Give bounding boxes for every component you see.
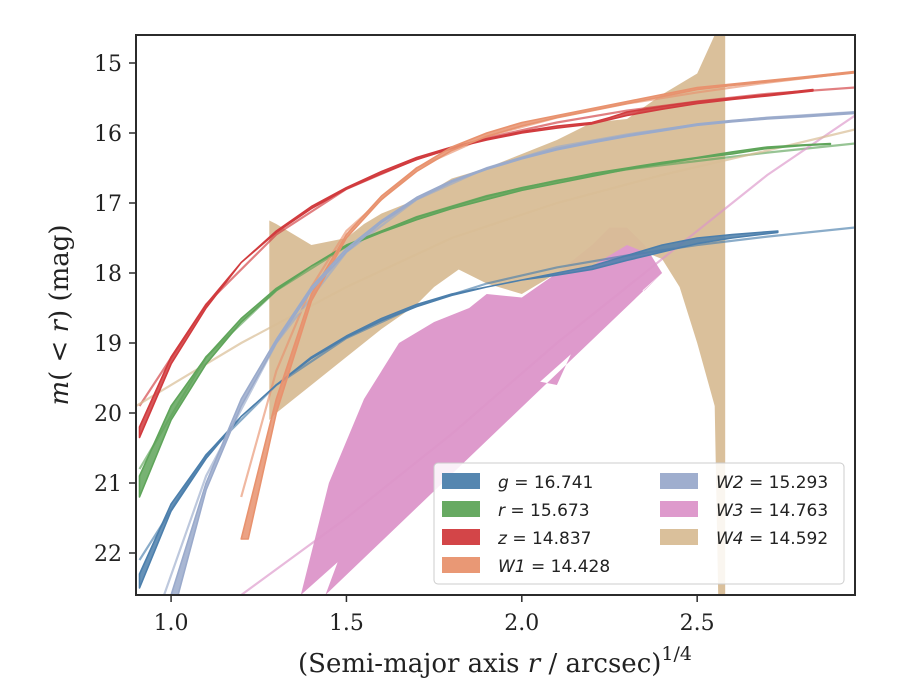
series-w2-band <box>170 111 855 595</box>
x-tick-label: 2.0 <box>504 611 539 636</box>
legend-swatch-z <box>442 529 480 545</box>
y-tick-label: 15 <box>94 52 122 77</box>
y-tick-label: 21 <box>94 472 122 497</box>
series-w4-model-line <box>136 128 855 407</box>
y-tick-label: 22 <box>94 542 122 567</box>
plot-area <box>136 35 855 595</box>
legend-swatch-w3 <box>660 501 698 517</box>
legend-swatch-w4 <box>660 529 698 545</box>
series-w3-band <box>300 227 663 595</box>
x-tick-label: 1.5 <box>329 611 364 636</box>
series-g-model-line <box>138 226 855 561</box>
legend-label-w1: W1 = 14.428 <box>498 557 610 577</box>
y-tick-label: 19 <box>94 332 122 357</box>
legend-label-w3: W3 = 14.763 <box>716 501 828 521</box>
series-w1-band <box>240 70 855 540</box>
series-z-band <box>138 88 814 439</box>
y-axis: 15 16 17 18 19 20 21 22 <box>94 52 136 567</box>
legend-swatch-w1 <box>442 557 480 573</box>
x-axis: 1.0 1.5 2.0 2.5 <box>154 595 715 636</box>
legend-swatch-r <box>442 501 480 517</box>
legend-box <box>433 462 845 585</box>
x-axis-title: (Semi-major axis r / arcsec)1/4 <box>298 643 692 679</box>
legend: g = 16.741 r = 15.673 z = 14.837 W1 = 14.42… <box>433 462 845 585</box>
series-g-band <box>138 230 779 589</box>
legend-label-z: z = 14.837 <box>497 529 591 549</box>
plot-frame <box>135 34 856 596</box>
legend-label-w2: W2 = 15.293 <box>716 473 828 493</box>
series-w4-band <box>269 35 726 595</box>
y-tick-label: 20 <box>94 402 122 427</box>
series-w3-model-line <box>240 114 855 595</box>
y-axis-title: m( < r) (mag) <box>45 224 75 405</box>
y-tick-label: 17 <box>94 192 122 217</box>
y-tick-label: 18 <box>94 262 122 287</box>
y-tick-label: 16 <box>94 122 122 147</box>
x-tick-label: 1.0 <box>154 611 189 636</box>
series-r-band <box>138 142 832 498</box>
legend-swatch-g <box>442 473 480 489</box>
legend-label-w4: W4 = 14.592 <box>716 529 828 549</box>
legend-swatch-w2 <box>660 473 698 489</box>
legend-label-r: r = 15.673 <box>498 501 590 521</box>
x-tick-label: 2.5 <box>680 611 715 636</box>
legend-label-g: g = 16.741 <box>498 473 593 493</box>
